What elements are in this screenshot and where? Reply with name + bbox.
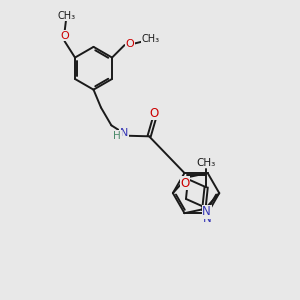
Text: N: N — [202, 205, 211, 218]
Text: CH₃: CH₃ — [57, 11, 75, 21]
Text: CH₃: CH₃ — [196, 158, 216, 168]
Text: O: O — [60, 31, 69, 41]
Text: N: N — [203, 212, 212, 225]
Text: CH₃: CH₃ — [142, 34, 160, 44]
Text: O: O — [180, 177, 190, 190]
Text: N: N — [120, 128, 128, 138]
Text: O: O — [125, 39, 134, 49]
Text: O: O — [150, 106, 159, 120]
Text: H: H — [113, 131, 121, 141]
